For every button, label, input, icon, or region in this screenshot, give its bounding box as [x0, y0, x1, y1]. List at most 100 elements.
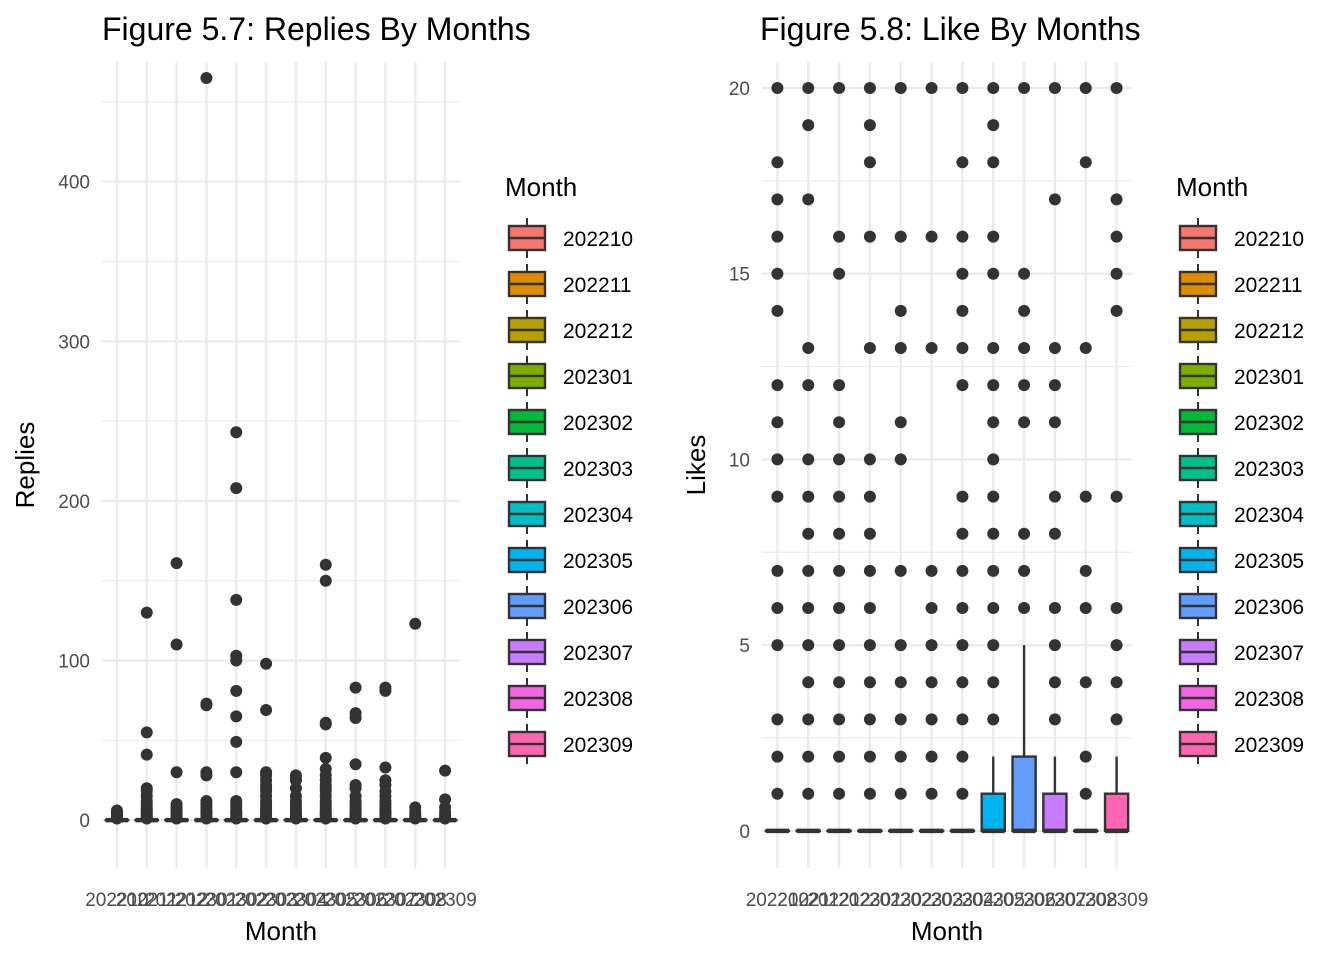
outlier-point	[1110, 713, 1123, 726]
x-tick-label: 202210	[85, 890, 148, 911]
x-tick-label: 202302	[869, 890, 932, 911]
outlier-point	[1079, 342, 1092, 354]
box-202304	[949, 82, 976, 834]
outlier-point	[771, 230, 784, 243]
legend-key	[1178, 586, 1218, 626]
outlier-point	[260, 766, 273, 779]
x-tick-label: 202305	[294, 890, 357, 911]
box-202302	[223, 426, 249, 825]
legend-label: 202304	[563, 504, 633, 527]
legend-label: 202301	[563, 366, 633, 389]
outlier-point	[1048, 527, 1061, 540]
outlier-point	[349, 681, 362, 694]
box-202305	[980, 82, 1007, 834]
outlier-point	[349, 758, 362, 771]
outlier-point	[439, 793, 452, 806]
outlier-point	[925, 82, 938, 94]
legend-label: 202212	[563, 320, 633, 343]
outlier-point	[1048, 82, 1061, 94]
box-body	[1103, 792, 1130, 833]
outlier-point	[863, 342, 876, 354]
outlier-point	[956, 156, 969, 169]
outlier-point	[230, 710, 243, 723]
outlier-point	[771, 416, 784, 429]
outlier-point	[771, 453, 784, 466]
outlier-point	[439, 764, 452, 777]
outlier-point	[802, 82, 815, 94]
outlier-point	[925, 676, 938, 689]
outlier-point	[771, 490, 784, 503]
outlier-point	[956, 750, 969, 763]
legend-key	[507, 264, 547, 304]
outlier-point	[170, 638, 183, 651]
x-tick-label: 202303	[234, 890, 297, 911]
outlier-point	[987, 416, 1000, 429]
outlier-point	[409, 617, 422, 630]
box-202308	[1072, 82, 1099, 834]
outlier-point	[956, 82, 969, 94]
outlier-point	[956, 787, 969, 800]
outlier-point	[802, 490, 815, 503]
outlier-point	[833, 267, 846, 280]
outlier-point	[1048, 193, 1061, 206]
box-body	[980, 792, 1007, 833]
legend: Month 202210 202211 202212 202301 202302 20230…	[505, 172, 633, 764]
outlier-point	[1018, 342, 1031, 354]
legend-label: 202211	[1234, 274, 1303, 297]
legend-label: 202212	[1234, 320, 1304, 343]
outlier-point	[925, 230, 938, 243]
box-202211	[795, 82, 822, 834]
outlier-point	[170, 798, 183, 811]
x-tick-label: 202211	[777, 890, 839, 911]
outlier-point	[863, 713, 876, 726]
outlier-point	[1079, 564, 1092, 577]
outlier-point	[200, 794, 213, 807]
x-tick-label: 202210	[746, 890, 809, 911]
outlier-point	[1079, 82, 1092, 94]
outlier-point	[230, 649, 243, 662]
x-tick-label: 202212	[145, 890, 208, 911]
legend-key	[507, 310, 547, 350]
outlier-point	[987, 342, 1000, 354]
x-tick-label: 202306	[324, 890, 387, 911]
box-202305	[313, 558, 339, 825]
x-tick-label: 202307	[354, 890, 417, 911]
outlier-point	[379, 761, 392, 774]
outlier-point	[1018, 602, 1031, 614]
outlier-point	[1110, 602, 1123, 614]
y-tick-label: 400	[58, 173, 90, 194]
outlier-point	[1110, 82, 1123, 94]
outlier-point	[987, 82, 1000, 94]
legend-key	[507, 724, 547, 764]
outlier-point	[802, 564, 815, 577]
outlier-point	[319, 574, 332, 587]
legend-title: Month	[1176, 172, 1248, 202]
outlier-point	[260, 703, 273, 716]
x-tick-label: 202308	[1054, 890, 1117, 911]
legend-key	[507, 218, 547, 258]
outlier-point	[863, 639, 876, 652]
legend-key	[1178, 310, 1218, 350]
outlier-point	[1079, 750, 1092, 763]
legend-label: 202303	[563, 458, 633, 481]
box-202309	[1103, 82, 1130, 834]
outlier-point	[1048, 676, 1061, 689]
outlier-point	[987, 490, 1000, 503]
legend-key	[1178, 448, 1218, 488]
x-axis-title: Month	[911, 916, 983, 946]
x-tick-label: 202304	[264, 890, 328, 911]
legend-key	[1178, 218, 1218, 258]
box-202301	[194, 71, 219, 825]
outlier-point	[956, 564, 969, 577]
legend-label: 202304	[1234, 504, 1304, 527]
outlier-point	[771, 713, 784, 726]
outlier-point	[1110, 639, 1123, 652]
legend-label: 202305	[563, 550, 633, 573]
legend: Month 202210 202211 202212 202301 202302 20230…	[1176, 172, 1304, 764]
outlier-point	[1048, 416, 1061, 429]
outlier-point	[894, 787, 907, 800]
legend-label: 202306	[1234, 596, 1304, 619]
outlier-point	[319, 716, 332, 729]
outlier-point	[1079, 602, 1092, 614]
